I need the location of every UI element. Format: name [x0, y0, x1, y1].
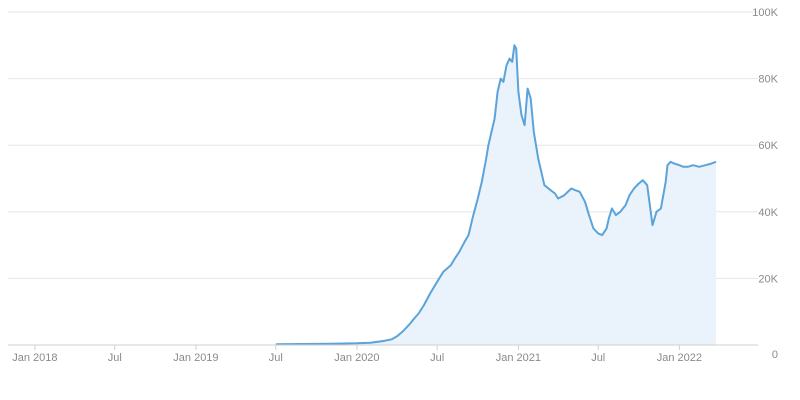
x-tick-label: Jul — [108, 352, 122, 364]
x-tick-label: Jan 2021 — [496, 352, 541, 364]
x-tick-label: Jan 2020 — [334, 352, 379, 364]
y-tick-label: 0 — [772, 349, 778, 361]
x-tick-label: Jul — [591, 352, 605, 364]
x-tick-label: Jul — [430, 352, 444, 364]
y-tick-label: 60K — [758, 140, 778, 152]
series-area-layer — [275, 44, 717, 346]
x-tick-label: Jul — [269, 352, 283, 364]
series-line[interactable] — [275, 44, 717, 346]
y-tick-label: 40K — [758, 207, 778, 219]
y-tick-label: 80K — [758, 74, 778, 86]
y-axis-labels: 0 20K 40K 60K 80K 100K — [752, 7, 778, 361]
x-axis — [8, 344, 758, 350]
x-tick-label: Jan 2018 — [12, 352, 57, 364]
y-tick-label: 20K — [758, 273, 778, 285]
x-tick-label: Jan 2019 — [173, 352, 218, 364]
y-tick-label: 100K — [752, 7, 778, 19]
x-axis-labels: Jan 2018 Jul Jan 2019 Jul Jan 2020 Jul Jan 202… — [12, 352, 702, 364]
x-tick-label: Jan 2022 — [657, 352, 702, 364]
series-area-fill — [275, 45, 716, 346]
